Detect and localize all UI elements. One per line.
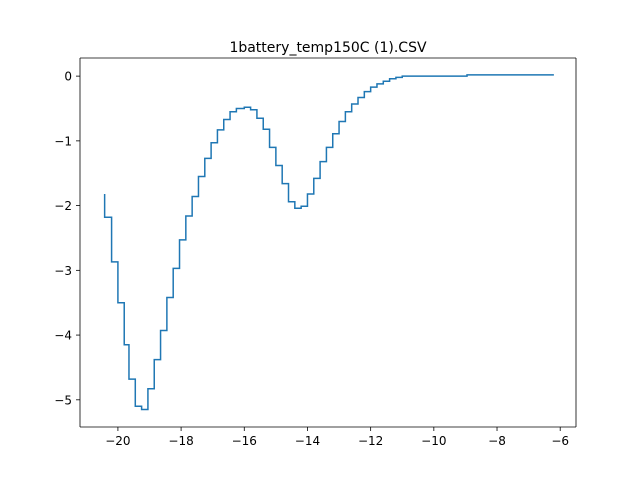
x-axis: −20 −18 −16 −14 −12 −10 −8 −6 bbox=[80, 57, 576, 448]
x-tick-label: −14 bbox=[295, 434, 320, 448]
y-tick-label: −4 bbox=[54, 329, 72, 343]
y-tick-label: 0 bbox=[64, 70, 72, 84]
x-tick-label: −20 bbox=[105, 434, 130, 448]
y-tick-label: −5 bbox=[54, 393, 72, 407]
y-tick-label: −1 bbox=[54, 134, 72, 148]
x-tick-label: −12 bbox=[358, 434, 383, 448]
y-tick-label: −2 bbox=[54, 199, 72, 213]
plot-area bbox=[103, 74, 554, 411]
chart-title: 1battery_temp150C (1).CSV bbox=[229, 40, 427, 56]
y-tick-label: −3 bbox=[54, 264, 72, 278]
x-tick-label: −10 bbox=[421, 434, 446, 448]
x-tick-label: −8 bbox=[488, 434, 506, 448]
x-tick-label: −6 bbox=[551, 434, 569, 448]
x-tick-label: −16 bbox=[232, 434, 257, 448]
y-axis: −5 −4 −3 −2 −1 0 bbox=[54, 58, 577, 427]
x-tick-label: −18 bbox=[168, 434, 193, 448]
series-line-0 bbox=[103, 74, 554, 411]
